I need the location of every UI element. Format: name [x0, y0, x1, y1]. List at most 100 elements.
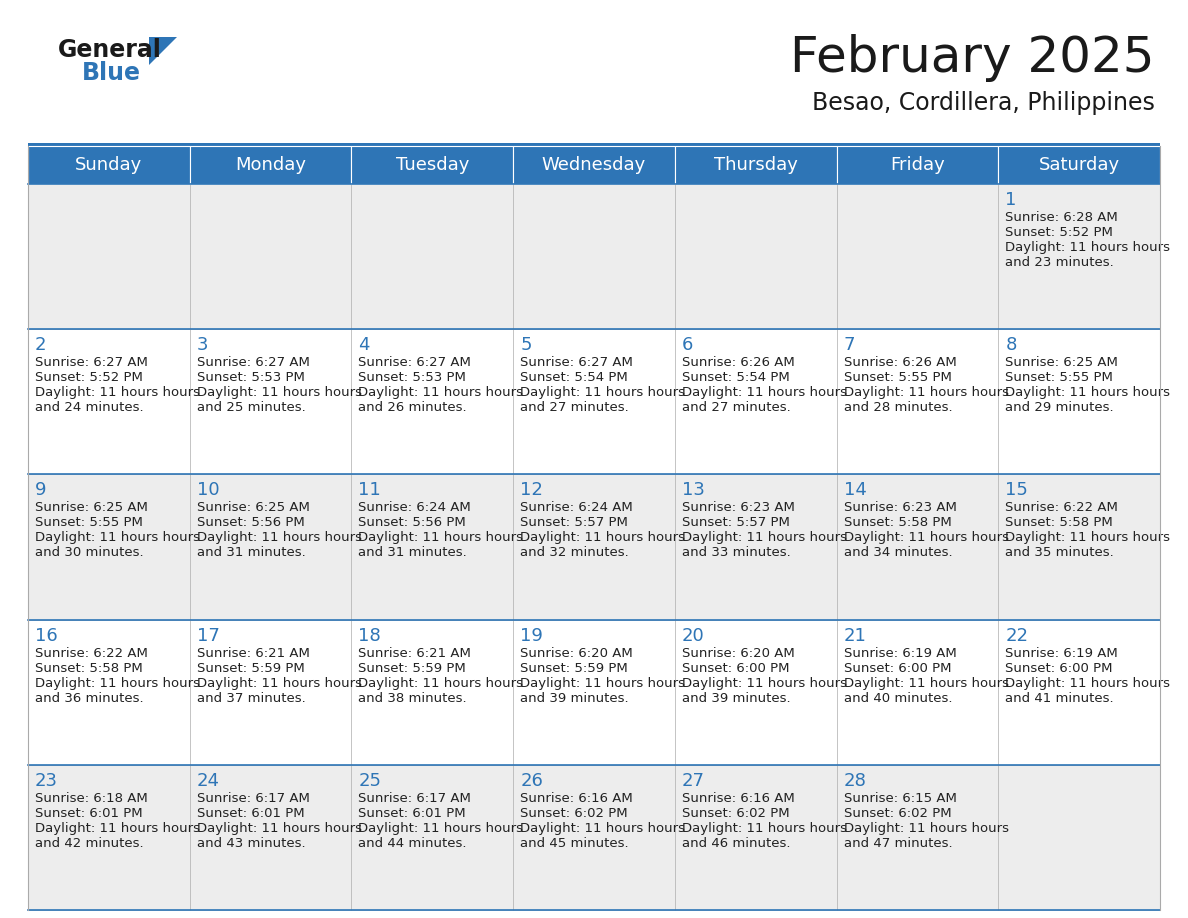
Text: Daylight: 11 hours hours: Daylight: 11 hours hours: [359, 532, 524, 544]
Text: 15: 15: [1005, 481, 1028, 499]
Text: Daylight: 11 hours hours: Daylight: 11 hours hours: [359, 822, 524, 834]
Bar: [998, 765, 1159, 910]
Text: Daylight: 11 hours hours: Daylight: 11 hours hours: [197, 532, 361, 544]
Text: 10: 10: [197, 481, 220, 499]
Text: Sunset: 6:00 PM: Sunset: 6:00 PM: [843, 662, 952, 675]
Text: Sunrise: 6:19 AM: Sunrise: 6:19 AM: [843, 646, 956, 660]
Bar: [190, 146, 352, 184]
Bar: [29, 184, 190, 330]
Text: Saturday: Saturday: [1038, 156, 1120, 174]
Bar: [675, 184, 836, 330]
Text: Sunset: 6:01 PM: Sunset: 6:01 PM: [34, 807, 143, 820]
Text: and 38 minutes.: and 38 minutes.: [359, 691, 467, 705]
Text: 25: 25: [359, 772, 381, 789]
Text: and 30 minutes.: and 30 minutes.: [34, 546, 144, 559]
Text: 26: 26: [520, 772, 543, 789]
Bar: [998, 475, 1159, 620]
Text: 14: 14: [843, 481, 866, 499]
Text: Sunset: 5:55 PM: Sunset: 5:55 PM: [34, 517, 143, 530]
Bar: [352, 330, 513, 475]
Text: and 37 minutes.: and 37 minutes.: [197, 691, 305, 705]
Text: Sunset: 5:59 PM: Sunset: 5:59 PM: [520, 662, 628, 675]
Text: Sunset: 6:00 PM: Sunset: 6:00 PM: [1005, 662, 1113, 675]
Text: and 47 minutes.: and 47 minutes.: [843, 837, 953, 850]
Text: Sunset: 5:55 PM: Sunset: 5:55 PM: [843, 371, 952, 385]
Text: Sunset: 5:57 PM: Sunset: 5:57 PM: [682, 517, 790, 530]
Text: Daylight: 11 hours hours: Daylight: 11 hours hours: [34, 532, 200, 544]
Text: Sunrise: 6:15 AM: Sunrise: 6:15 AM: [843, 792, 956, 805]
Text: and 36 minutes.: and 36 minutes.: [34, 691, 144, 705]
Text: Sunset: 6:00 PM: Sunset: 6:00 PM: [682, 662, 789, 675]
Text: Sunset: 5:58 PM: Sunset: 5:58 PM: [1005, 517, 1113, 530]
Text: Daylight: 11 hours hours: Daylight: 11 hours hours: [1005, 532, 1170, 544]
Bar: [352, 184, 513, 330]
Text: Daylight: 11 hours hours: Daylight: 11 hours hours: [34, 386, 200, 399]
Text: 9: 9: [34, 481, 46, 499]
Text: and 34 minutes.: and 34 minutes.: [843, 546, 953, 559]
Bar: [836, 330, 998, 475]
Text: 19: 19: [520, 627, 543, 644]
Bar: [513, 330, 675, 475]
Text: 2: 2: [34, 336, 46, 354]
Text: Sunrise: 6:25 AM: Sunrise: 6:25 AM: [1005, 356, 1118, 369]
Text: Sunset: 6:02 PM: Sunset: 6:02 PM: [682, 807, 790, 820]
Text: Sunrise: 6:18 AM: Sunrise: 6:18 AM: [34, 792, 147, 805]
Text: Sunrise: 6:28 AM: Sunrise: 6:28 AM: [1005, 211, 1118, 224]
Text: Sunrise: 6:27 AM: Sunrise: 6:27 AM: [359, 356, 472, 369]
Text: and 35 minutes.: and 35 minutes.: [1005, 546, 1114, 559]
Text: Daylight: 11 hours hours: Daylight: 11 hours hours: [34, 822, 200, 834]
Bar: [675, 330, 836, 475]
Text: Sunrise: 6:27 AM: Sunrise: 6:27 AM: [520, 356, 633, 369]
Bar: [352, 146, 513, 184]
Text: February 2025: February 2025: [790, 34, 1155, 82]
Text: Sunset: 6:01 PM: Sunset: 6:01 PM: [359, 807, 466, 820]
Text: and 41 minutes.: and 41 minutes.: [1005, 691, 1114, 705]
Text: Sunrise: 6:27 AM: Sunrise: 6:27 AM: [34, 356, 147, 369]
Bar: [29, 620, 190, 765]
Text: Sunrise: 6:24 AM: Sunrise: 6:24 AM: [520, 501, 633, 514]
Text: Wednesday: Wednesday: [542, 156, 646, 174]
Text: Sunrise: 6:26 AM: Sunrise: 6:26 AM: [843, 356, 956, 369]
Text: Sunrise: 6:25 AM: Sunrise: 6:25 AM: [197, 501, 310, 514]
Text: Daylight: 11 hours hours: Daylight: 11 hours hours: [520, 677, 685, 689]
Text: Daylight: 11 hours hours: Daylight: 11 hours hours: [1005, 386, 1170, 399]
Text: Sunrise: 6:23 AM: Sunrise: 6:23 AM: [843, 501, 956, 514]
Text: Besao, Cordillera, Philippines: Besao, Cordillera, Philippines: [813, 91, 1155, 115]
Text: Sunset: 6:01 PM: Sunset: 6:01 PM: [197, 807, 304, 820]
Text: Daylight: 11 hours hours: Daylight: 11 hours hours: [359, 386, 524, 399]
Text: Sunrise: 6:16 AM: Sunrise: 6:16 AM: [520, 792, 633, 805]
Text: Sunrise: 6:20 AM: Sunrise: 6:20 AM: [520, 646, 633, 660]
Text: 8: 8: [1005, 336, 1017, 354]
Text: and 24 minutes.: and 24 minutes.: [34, 401, 144, 414]
Bar: [836, 765, 998, 910]
Text: Sunrise: 6:20 AM: Sunrise: 6:20 AM: [682, 646, 795, 660]
Bar: [29, 143, 1159, 146]
Text: Daylight: 11 hours hours: Daylight: 11 hours hours: [682, 822, 847, 834]
Text: and 31 minutes.: and 31 minutes.: [197, 546, 305, 559]
Bar: [29, 475, 190, 620]
Text: Sunrise: 6:21 AM: Sunrise: 6:21 AM: [359, 646, 472, 660]
Text: 3: 3: [197, 336, 208, 354]
Text: 28: 28: [843, 772, 866, 789]
Text: 17: 17: [197, 627, 220, 644]
Text: Daylight: 11 hours hours: Daylight: 11 hours hours: [682, 677, 847, 689]
Bar: [29, 146, 190, 184]
Text: Daylight: 11 hours hours: Daylight: 11 hours hours: [197, 677, 361, 689]
Bar: [190, 765, 352, 910]
Text: 23: 23: [34, 772, 58, 789]
Text: Sunrise: 6:17 AM: Sunrise: 6:17 AM: [359, 792, 472, 805]
Bar: [513, 765, 675, 910]
Text: 11: 11: [359, 481, 381, 499]
Text: Daylight: 11 hours hours: Daylight: 11 hours hours: [520, 532, 685, 544]
Text: and 45 minutes.: and 45 minutes.: [520, 837, 628, 850]
Bar: [836, 620, 998, 765]
Text: Sunrise: 6:17 AM: Sunrise: 6:17 AM: [197, 792, 310, 805]
Text: and 46 minutes.: and 46 minutes.: [682, 837, 790, 850]
Text: 7: 7: [843, 336, 855, 354]
Text: Sunrise: 6:27 AM: Sunrise: 6:27 AM: [197, 356, 310, 369]
Bar: [352, 765, 513, 910]
Text: and 39 minutes.: and 39 minutes.: [682, 691, 790, 705]
Text: Blue: Blue: [82, 61, 141, 85]
Text: Daylight: 11 hours hours: Daylight: 11 hours hours: [843, 677, 1009, 689]
Text: Sunset: 5:55 PM: Sunset: 5:55 PM: [1005, 371, 1113, 385]
